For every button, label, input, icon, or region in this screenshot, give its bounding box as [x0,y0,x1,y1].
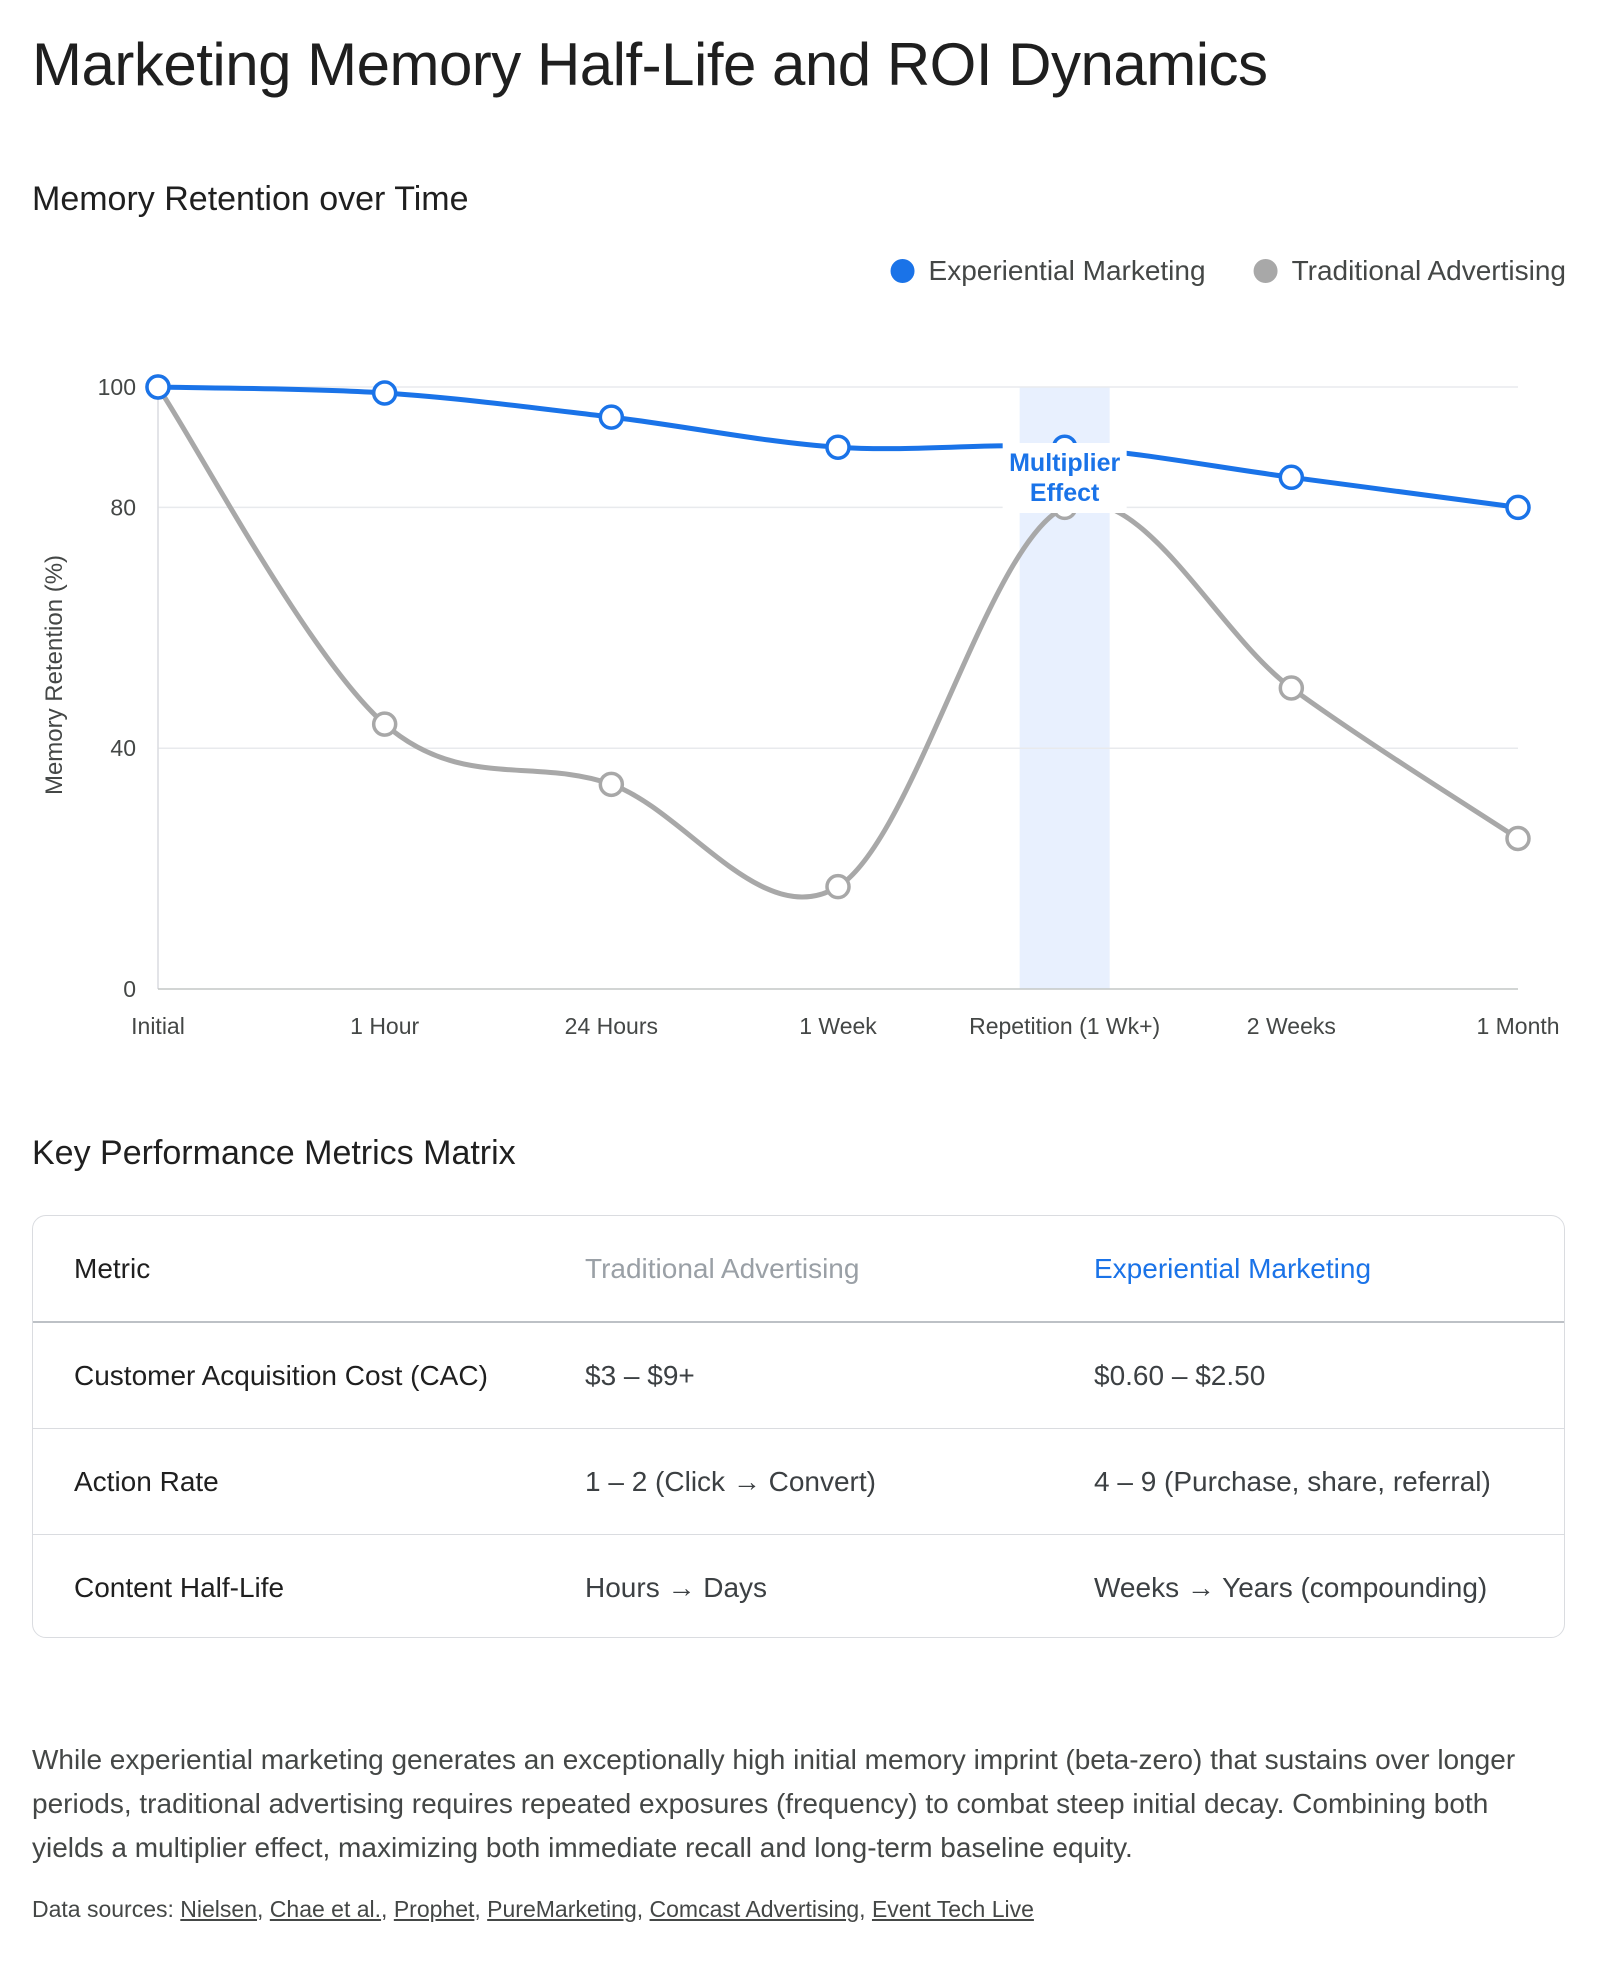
experiential-marketing-point [1278,464,1305,491]
traditional-advertising-legend-swatch [1253,259,1278,283]
chart-legend: Traditional Advertising Experiential Mark… [890,255,1566,286]
matrix-title: Key Performance Metrics Matrix [32,1134,516,1172]
traditional-advertising-legend-label: Traditional Advertising [1292,255,1566,286]
data-sources: Data sources: Nielsen, Chae et al., Prop… [32,1896,1034,1922]
x-tick-label: Repetition (1 Wk+) [969,1013,1160,1039]
metric-name: Action Rate [74,1465,219,1497]
source-link-chae[interactable]: Chae et al. [269,1896,382,1922]
source-link-puremarketing[interactable]: PureMarketing [487,1896,637,1922]
experiential-marketing-point [598,404,625,430]
y-tick-label: 100 [98,374,136,400]
annotation-label-bg [1002,443,1127,513]
sources-label: Data sources: [32,1896,174,1922]
annotation-label: Effect [1030,479,1100,507]
summary-text: While experiential marketing generates a… [32,1744,1516,1863]
experiential-marketing-point [1505,494,1531,521]
traditional-advertising-point [598,771,625,798]
traditional-value: Hours → Days [585,1571,768,1603]
experiential-marketing-legend-label: Experiential Marketing [929,255,1206,286]
metric-name: Content Half-Life [74,1571,285,1603]
traditional-value: $3 – $9+ [585,1359,695,1391]
experiential-marketing-point [825,434,851,460]
y-tick-label: 40 [110,735,136,761]
axes: 0 40 80 100 Initial 1 Hour 24 Hours 1 Week Repet… [41,374,1560,1039]
source-link-eventtechlive[interactable]: Event Tech Live [871,1896,1034,1922]
y-tick-label: 80 [110,494,136,520]
experiential-marketing-point [371,380,398,406]
traditional-value: 1 – 2 (Click → Convert) [585,1465,876,1497]
metrics-table: Metric Traditional Advertising Experient… [32,1215,1565,1638]
table-row: Customer Acquisition Cost (CAC) $3 – $9+… [33,1322,1564,1429]
source-link-nielsen[interactable]: Nielsen [180,1896,258,1922]
source-link-comcast[interactable]: Comcast Advertising [649,1896,860,1922]
experiential-marketing-legend-swatch [890,259,915,283]
experiential-value: $0.60 – $2.50 [1094,1359,1266,1391]
series-layer [145,374,1531,900]
y-axis-title: Memory Retention (%) [41,555,68,795]
x-tick-label: 24 Hours [565,1013,658,1039]
x-tick-label: 2 Weeks [1247,1013,1336,1039]
metric-name: Customer Acquisition Cost (CAC) [74,1359,488,1391]
experiential-value: 4 – 9 (Purchase, share, referral) [1094,1465,1491,1497]
table-row: Content Half-Life Hours → Days Weeks → Y… [33,1535,1564,1638]
header-traditional: Traditional Advertising [585,1252,860,1284]
traditional-advertising-point [371,711,398,737]
annotation-label: Multiplier [1009,449,1120,477]
page-title: Marketing Memory Half-Life and ROI Dynam… [32,31,1268,98]
x-tick-label: Initial [131,1013,185,1039]
traditional-advertising-point [825,873,851,900]
table-header-row: Metric Traditional Advertising Experient… [33,1216,1564,1322]
header-experiential: Experiential Marketing [1094,1252,1372,1284]
experiential-value: Weeks → Years (compounding) [1094,1571,1488,1603]
experiential-marketing-point [145,374,171,400]
header-metric: Metric [74,1252,151,1284]
x-tick-label: 1 Hour [350,1013,419,1039]
x-tick-label: 1 Week [799,1013,877,1039]
traditional-advertising-line [155,384,1521,900]
table-row: Action Rate 1 – 2 (Click → Convert) 4 – … [33,1429,1564,1535]
y-tick-label: 0 [123,976,136,1002]
traditional-advertising-point [1505,825,1531,852]
traditional-advertising-point [1278,675,1305,701]
chart-title: Memory Retention over Time [32,180,469,218]
source-link-prophet[interactable]: Prophet [393,1896,475,1922]
retention-chart: Traditional Advertising Experiential Mark… [41,255,1566,1039]
x-tick-label: 1 Month [1476,1013,1559,1039]
